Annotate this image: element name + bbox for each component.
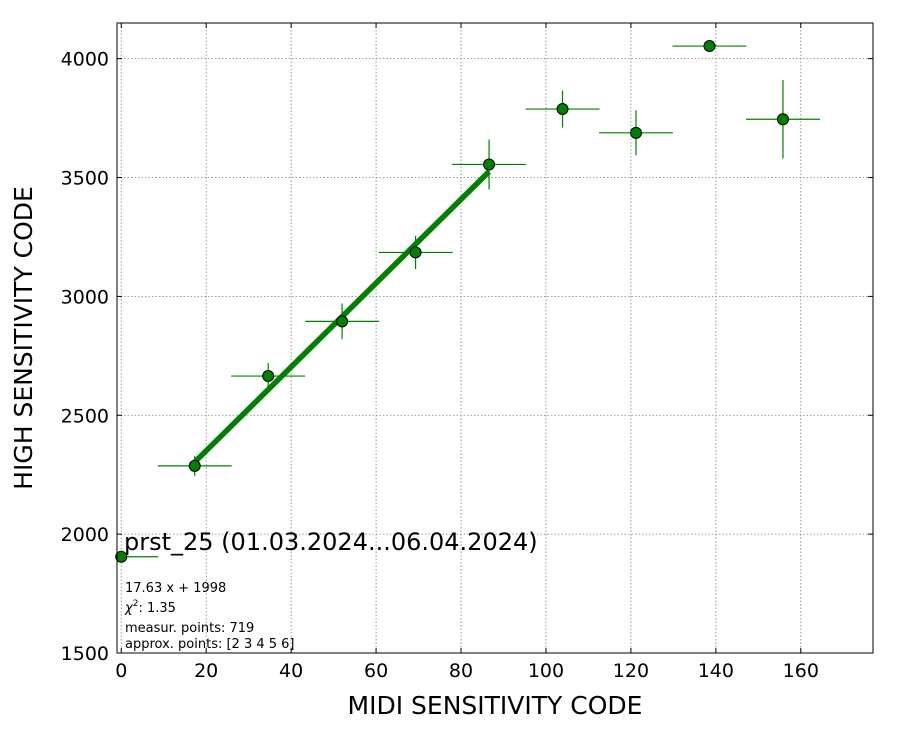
axis-ticks [117, 23, 873, 654]
y-tick-label-5: 4000 [61, 49, 109, 71]
x-tick-label-3: 60 [364, 660, 388, 682]
data-point-9 [776, 113, 789, 126]
y-tick-label-0: 1500 [61, 643, 109, 665]
annotation-approx-points: approx. points: [2 3 4 5 6] [125, 637, 295, 652]
data-point-2 [262, 370, 275, 383]
annotation-chi2: χ2: 1.35 [124, 599, 176, 616]
tick-labels: 0 20 40 60 80 100 120 140 160 1500 2000 2500 3000 350… [61, 49, 819, 682]
plot-frame [116, 22, 874, 654]
data-point-7 [630, 126, 643, 139]
annotation-chi2-value: 1.35 [147, 601, 176, 616]
x-tick-label-1: 20 [194, 660, 218, 682]
data-point-4 [409, 246, 422, 259]
points-layer [115, 40, 789, 563]
data-point-0 [115, 550, 128, 563]
data-point-6 [556, 103, 569, 116]
annotation-measur-points: measur. points: 719 [125, 621, 254, 636]
annotation-title: prst_25 (01.03.2024...06.04.2024) [124, 528, 538, 556]
x-tick-label-6: 120 [613, 660, 649, 682]
x-tick-label-4: 80 [449, 660, 473, 682]
y-tick-label-1: 2000 [61, 524, 109, 546]
x-axis-label: MIDI SENSITIVITY CODE [348, 691, 643, 720]
data-point-8 [703, 40, 716, 53]
data-point-5 [483, 158, 496, 171]
y-tick-label-2: 2500 [61, 405, 109, 427]
x-tick-label-2: 40 [279, 660, 303, 682]
x-tick-label-0: 0 [115, 660, 127, 682]
y-axis-label: HIGH SENSITIVITY CODE [9, 186, 38, 490]
data-point-3 [336, 315, 349, 328]
y-tick-label-4: 3500 [61, 168, 109, 190]
x-tick-label-8: 160 [783, 660, 819, 682]
y-tick-label-3: 3000 [61, 286, 109, 308]
errorbar-layer [117, 41, 820, 558]
x-tick-label-5: 100 [528, 660, 564, 682]
data-point-1 [188, 459, 201, 472]
annotation-equation: 17.63 x + 1998 [125, 581, 226, 596]
grid-lines [117, 23, 873, 654]
x-tick-label-7: 140 [698, 660, 734, 682]
